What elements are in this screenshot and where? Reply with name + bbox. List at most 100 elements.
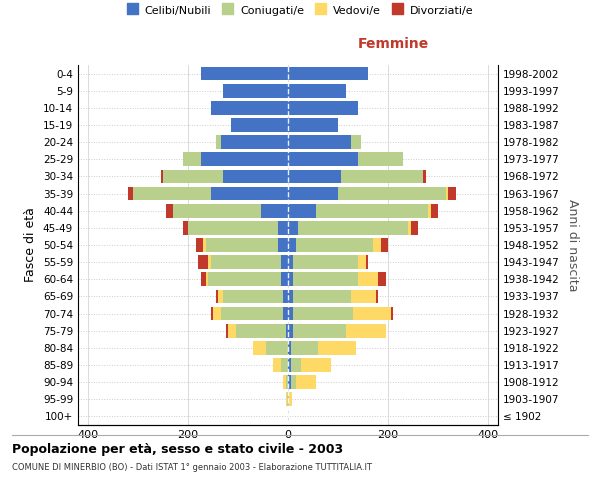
Bar: [288, 306, 293, 320]
Bar: [183, 152, 200, 166]
Bar: [408, 221, 410, 234]
Bar: [205, 238, 278, 252]
Bar: [221, 306, 283, 320]
Bar: [288, 84, 346, 98]
Bar: [223, 84, 288, 98]
Bar: [163, 170, 223, 183]
Bar: [298, 221, 408, 234]
Bar: [288, 204, 316, 218]
Bar: [288, 272, 293, 286]
Bar: [380, 238, 388, 252]
Bar: [288, 101, 358, 114]
Bar: [200, 272, 205, 286]
Bar: [423, 170, 425, 183]
Bar: [208, 256, 211, 269]
Bar: [428, 204, 431, 218]
Bar: [215, 290, 218, 304]
Bar: [346, 324, 386, 338]
Bar: [198, 256, 208, 269]
Bar: [260, 204, 288, 218]
Bar: [288, 118, 338, 132]
Bar: [211, 101, 288, 114]
Bar: [318, 341, 355, 354]
Bar: [301, 358, 331, 372]
Bar: [288, 324, 293, 338]
Bar: [281, 256, 288, 269]
Bar: [286, 324, 288, 338]
Bar: [350, 290, 376, 304]
Bar: [223, 290, 283, 304]
Bar: [353, 306, 391, 320]
Bar: [160, 170, 163, 183]
Y-axis label: Anni di nascita: Anni di nascita: [566, 198, 579, 291]
Bar: [273, 358, 281, 372]
Text: Popolazione per età, sesso e stato civile - 2003: Popolazione per età, sesso e stato civil…: [12, 442, 343, 456]
Bar: [341, 170, 423, 183]
Bar: [265, 341, 288, 354]
Bar: [286, 376, 288, 389]
Bar: [288, 170, 341, 183]
Bar: [288, 290, 293, 304]
Bar: [286, 392, 287, 406]
Bar: [211, 256, 281, 269]
Bar: [133, 186, 211, 200]
Bar: [288, 186, 338, 200]
Text: Femmine: Femmine: [358, 36, 428, 51]
Bar: [287, 392, 288, 406]
Bar: [288, 136, 350, 149]
Bar: [445, 186, 448, 200]
Bar: [221, 136, 288, 149]
Bar: [283, 290, 288, 304]
Bar: [338, 186, 445, 200]
Bar: [205, 272, 208, 286]
Bar: [290, 376, 296, 389]
Bar: [288, 341, 290, 354]
Bar: [215, 136, 221, 149]
Bar: [183, 221, 188, 234]
Bar: [391, 306, 393, 320]
Text: COMUNE DI MINERBIO (BO) - Dati ISTAT 1° gennaio 2003 - Elaborazione TUTTITALIA.I: COMUNE DI MINERBIO (BO) - Dati ISTAT 1° …: [12, 462, 372, 471]
Bar: [230, 118, 288, 132]
Bar: [211, 186, 288, 200]
Bar: [293, 272, 358, 286]
Bar: [223, 170, 288, 183]
Bar: [213, 306, 221, 320]
Bar: [226, 324, 228, 338]
Bar: [288, 221, 298, 234]
Bar: [293, 256, 358, 269]
Bar: [358, 272, 378, 286]
Bar: [203, 238, 205, 252]
Bar: [128, 186, 133, 200]
Bar: [200, 66, 288, 80]
Bar: [365, 256, 368, 269]
Bar: [293, 324, 346, 338]
Bar: [288, 392, 289, 406]
Bar: [373, 238, 380, 252]
Bar: [278, 238, 288, 252]
Bar: [350, 136, 361, 149]
Bar: [281, 358, 288, 372]
Bar: [173, 204, 260, 218]
Bar: [431, 204, 438, 218]
Bar: [200, 152, 288, 166]
Bar: [228, 324, 235, 338]
Bar: [293, 306, 353, 320]
Bar: [288, 376, 290, 389]
Bar: [376, 290, 378, 304]
Bar: [235, 324, 286, 338]
Bar: [288, 238, 296, 252]
Legend: Celibi/Nubili, Coniugati/e, Vedovi/e, Divorziati/e: Celibi/Nubili, Coniugati/e, Vedovi/e, Di…: [127, 6, 473, 16]
Bar: [293, 290, 350, 304]
Bar: [296, 238, 373, 252]
Bar: [290, 341, 318, 354]
Bar: [378, 272, 386, 286]
Bar: [208, 272, 281, 286]
Bar: [278, 221, 288, 234]
Y-axis label: Fasce di età: Fasce di età: [25, 208, 37, 282]
Bar: [288, 66, 368, 80]
Bar: [196, 238, 203, 252]
Bar: [288, 152, 358, 166]
Bar: [188, 221, 278, 234]
Bar: [448, 186, 455, 200]
Bar: [316, 204, 428, 218]
